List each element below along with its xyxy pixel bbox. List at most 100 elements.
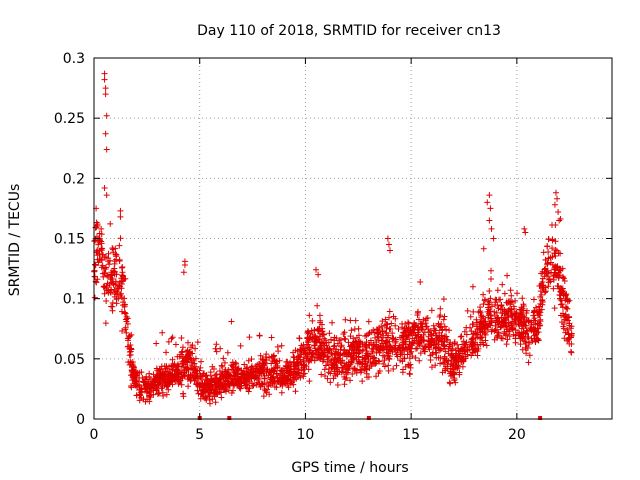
- data-point-1466: [427, 356, 434, 363]
- data-point-1872: [477, 309, 484, 316]
- data-point-2447: [354, 360, 361, 367]
- data-point-1131: [400, 366, 407, 373]
- data-point-146: [385, 367, 392, 374]
- data-point-557: [345, 339, 352, 346]
- data-point-1379: [540, 249, 547, 256]
- data-point-168: [512, 297, 519, 304]
- data-point-1414: [316, 312, 323, 319]
- data-point-2410: [557, 288, 564, 295]
- data-point-323: [417, 279, 424, 286]
- data-point-775: [386, 308, 393, 315]
- data-point-2487: [204, 381, 211, 388]
- data-point-2498: [400, 338, 407, 345]
- data-point-1809: [325, 369, 332, 376]
- data-point-1002: [265, 382, 272, 389]
- data-point-2589: [447, 363, 454, 370]
- data-point-1630: [519, 295, 526, 302]
- data-point-2461: [273, 358, 280, 365]
- data-point-1675: [172, 341, 179, 348]
- data-point-2585: [96, 256, 103, 263]
- data-point-1236: [378, 337, 385, 344]
- data-point-850: [385, 362, 392, 369]
- data-point-1854: [290, 381, 297, 388]
- data-point-2594: [236, 383, 243, 390]
- data-point-1995: [474, 348, 481, 355]
- data-point-2554: [551, 265, 558, 272]
- data-point-2357: [424, 315, 431, 322]
- data-point-2381: [128, 345, 135, 352]
- data-point-849: [349, 371, 356, 378]
- data-point-2118: [536, 312, 543, 319]
- data-point-1279: [446, 327, 453, 334]
- data-point-186: [103, 298, 110, 305]
- data-point-1333: [191, 377, 198, 384]
- data-point-1873: [198, 358, 205, 365]
- data-point-2391: [99, 270, 106, 277]
- data-point-2180: [183, 359, 190, 366]
- data-point-2237: [473, 316, 480, 323]
- data-point-2510: [100, 264, 107, 271]
- data-point-2435: [350, 355, 357, 362]
- y-tick-label-2: 0.1: [63, 292, 85, 308]
- zero-point-2636: [366, 416, 371, 420]
- data-point-1953: [159, 389, 166, 396]
- data-point-1968: [362, 343, 369, 350]
- data-point-2407: [311, 342, 318, 349]
- data-point-2077: [308, 327, 315, 334]
- data-point-1721: [517, 341, 524, 348]
- data-point-1834: [417, 334, 424, 341]
- data-point-2240: [263, 368, 270, 375]
- data-point-2513: [196, 384, 203, 391]
- y-tick-label-3: 0.15: [54, 232, 85, 248]
- data-point-2469: [448, 347, 455, 354]
- data-point-2579: [530, 326, 537, 333]
- data-point-2117: [321, 366, 328, 373]
- data-point-2593: [203, 395, 210, 402]
- data-point-2608: [103, 192, 110, 199]
- y-tick-label-0: 0: [76, 412, 85, 428]
- data-point-2368: [492, 296, 499, 303]
- data-point-2060: [392, 315, 399, 322]
- data-point-1084: [106, 261, 113, 268]
- data-point-1101: [298, 342, 305, 349]
- data-point-930: [119, 269, 126, 276]
- data-point-2611: [117, 213, 124, 220]
- data-point-1699: [402, 363, 409, 370]
- data-point-2294: [359, 347, 366, 354]
- data-point-2583: [226, 371, 233, 378]
- data-point-1570: [455, 345, 462, 352]
- data-point-2592: [560, 287, 567, 294]
- data-point-2556: [341, 381, 348, 388]
- data-point-576: [338, 342, 345, 349]
- data-point-2314: [178, 373, 185, 380]
- data-point-2103: [129, 371, 136, 378]
- data-point-1655: [557, 250, 564, 257]
- data-point-1752: [409, 353, 416, 360]
- data-point-661: [322, 362, 329, 369]
- data-point-1631: [163, 391, 170, 398]
- data-point-1691: [311, 327, 318, 334]
- data-point-1112: [128, 331, 135, 338]
- data-point-498: [306, 312, 313, 319]
- data-point-1029: [511, 316, 518, 323]
- data-point-1450: [352, 338, 359, 345]
- data-point-1904: [168, 335, 175, 342]
- data-point-2161: [109, 245, 116, 252]
- data-point-2063: [341, 373, 348, 380]
- data-point-1991: [225, 381, 232, 388]
- data-point-2052: [389, 334, 396, 341]
- data-point-2382: [511, 305, 518, 312]
- data-point-2122: [530, 312, 537, 319]
- data-point-2173: [436, 313, 443, 320]
- data-point-2524: [162, 368, 169, 375]
- data-point-2007: [375, 357, 382, 364]
- data-point-2619: [486, 192, 493, 199]
- data-point-1958: [446, 379, 453, 386]
- data-point-1796: [536, 320, 543, 327]
- data-point-2456: [281, 373, 288, 380]
- data-point-2013: [544, 273, 551, 280]
- data-point-838: [488, 275, 495, 282]
- data-point-1941: [212, 372, 219, 379]
- data-point-1914: [544, 260, 551, 267]
- data-point-1988: [415, 316, 422, 323]
